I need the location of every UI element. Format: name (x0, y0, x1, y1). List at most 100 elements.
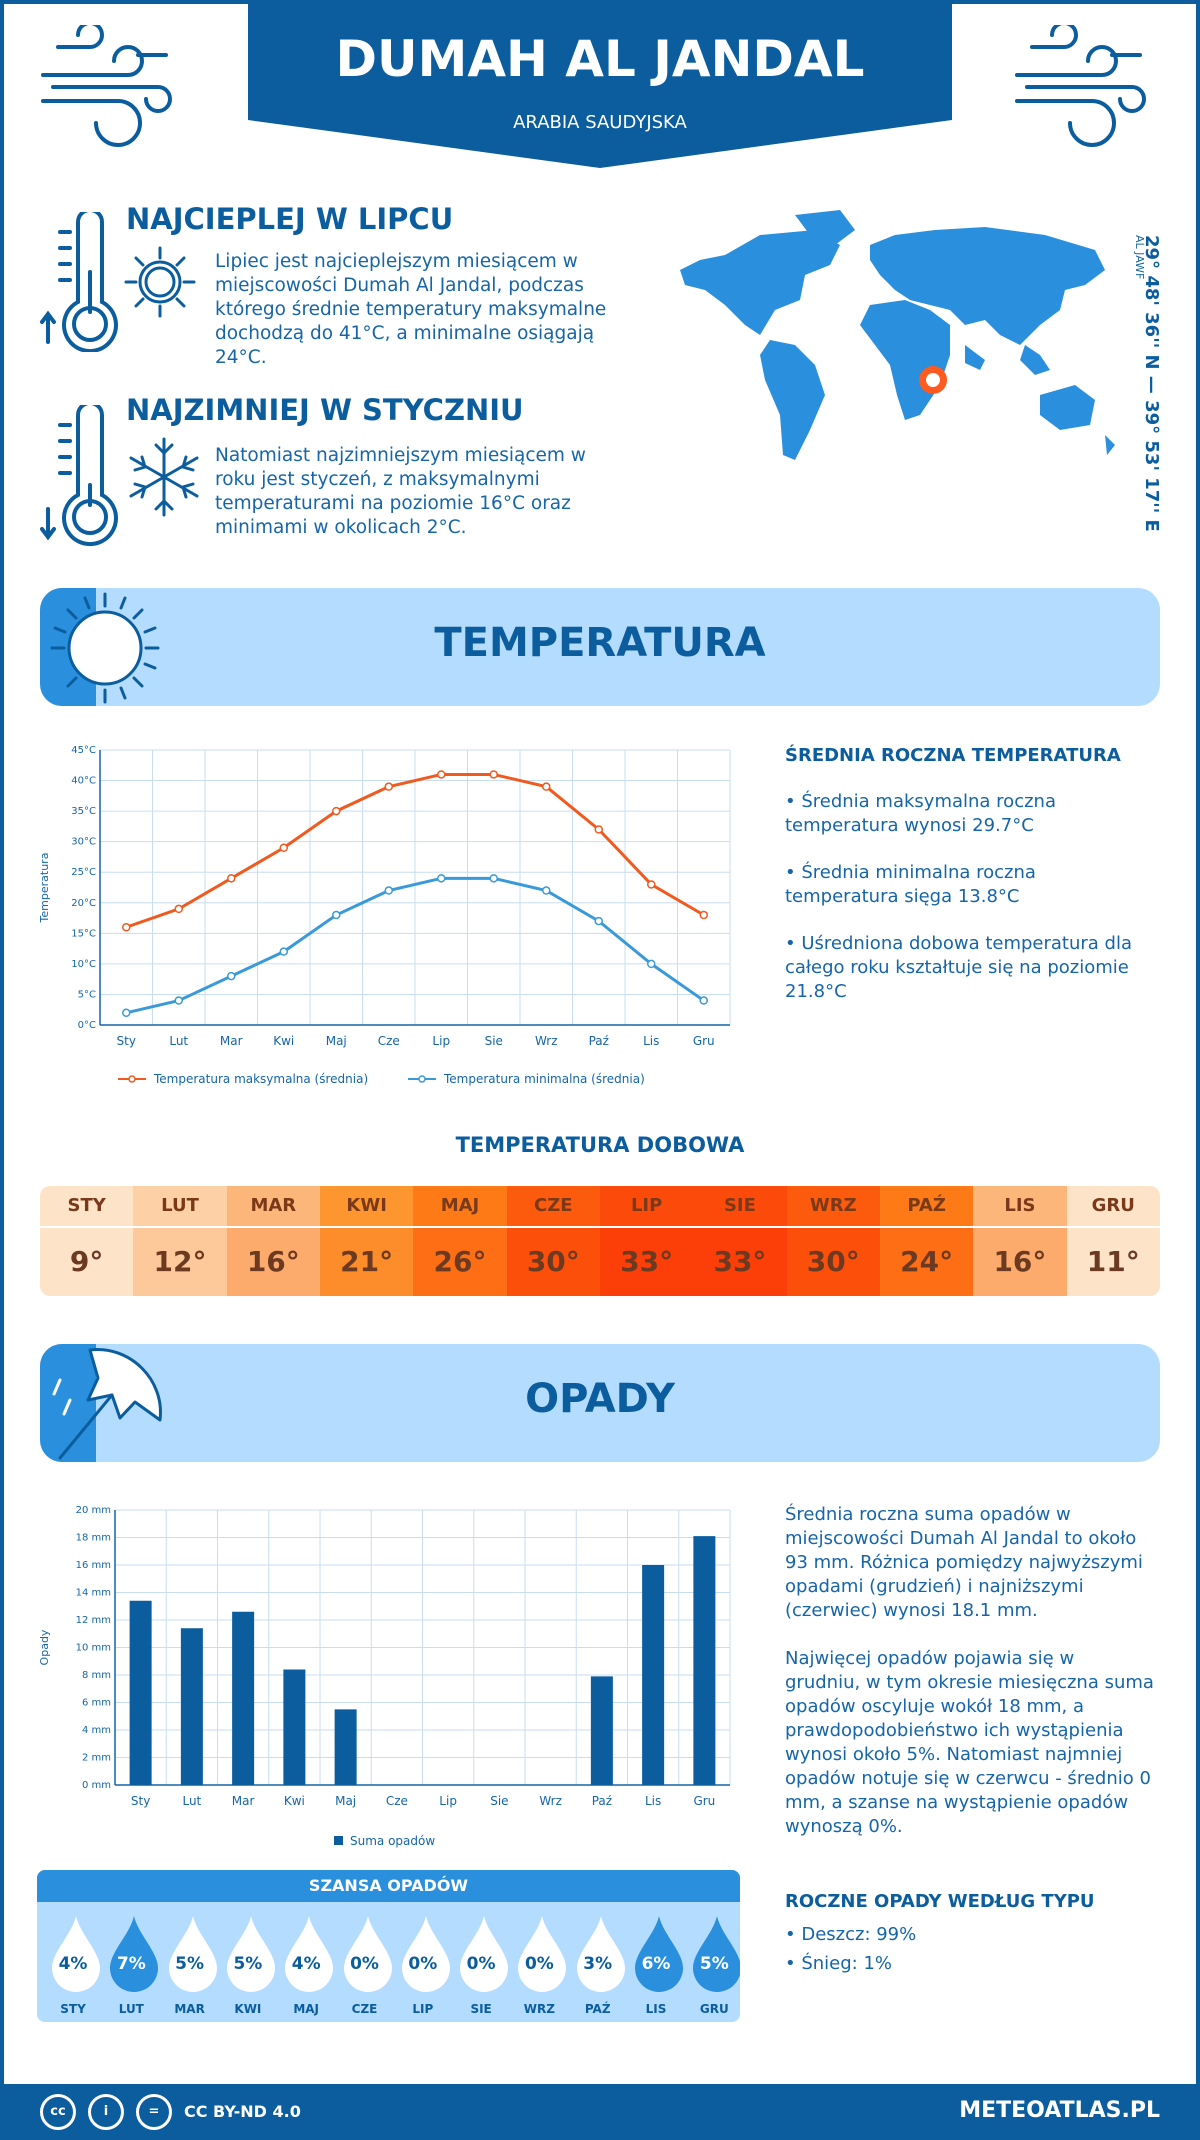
precipitation-chance-month: LIS (645, 2002, 667, 2016)
data-point (699, 910, 708, 920)
daily-temperature-table: STY 9° LUT 12° MAR 16° KWI 21° MAJ 26° CZE 30° LIP 33… (40, 1186, 1160, 1296)
x-tick-label: Gru (693, 1794, 715, 1808)
daily-temperature-cell: MAJ 26° (413, 1186, 507, 1296)
precipitation-chance-value: 4% (58, 1954, 88, 1974)
daily-temperature-value: 30° (506, 1228, 600, 1296)
raindrop-icon (693, 1916, 740, 1992)
daily-month-label: LUT (133, 1186, 227, 1226)
precipitation-chance-drop: 5% MAR (164, 1914, 222, 2016)
precipitation-bar (334, 1709, 357, 1785)
precipitation-bar (693, 1536, 716, 1785)
data-point (384, 782, 393, 791)
data-point (489, 770, 498, 779)
divider (786, 1226, 880, 1228)
thermometer-cold-icon (40, 405, 199, 546)
divider (1066, 1226, 1160, 1228)
data-point (489, 874, 498, 883)
data-point (227, 874, 236, 883)
precipitation-chance-month: STY (60, 2002, 86, 2016)
temperature-grid: 0°C 5°C 10°C 15°C 20°C 25°C 30°C 35°C 40°C 45°C St… (38, 745, 731, 1048)
x-tick-label: Lip (432, 1034, 450, 1048)
precipitation-chance-month: LIP (412, 2002, 434, 2016)
precipitation-chance-drop: 7% LUT (105, 1914, 163, 2016)
precipitation-chance-drop: 0% CZE (339, 1914, 397, 2016)
umbrella-rain-icon (52, 1348, 162, 1460)
precipitation-chart: 0 mm 2 mm 4 mm 6 mm 8 mm 10 mm 12 mm 14 mm 16 mm… (38, 1505, 731, 1848)
daily-month-label: WRZ (786, 1186, 880, 1226)
daily-month-label: MAR (226, 1186, 320, 1226)
y-tick-label: 20°C (71, 898, 96, 909)
x-tick-label: Lut (182, 1794, 201, 1808)
x-tick-label: Mar (232, 1794, 255, 1808)
country-label: ARABIA SAUDYJSKA (513, 112, 687, 133)
x-tick-label: Kwi (284, 1794, 305, 1808)
precipitation-paragraph-1: Średnia roczna suma opadów w miejscowośc… (785, 1504, 1143, 1621)
y-tick-label: 10°C (71, 959, 96, 970)
legend-swatch (334, 1836, 343, 1845)
raindrop-icon (518, 1916, 567, 1992)
raindrop-icon (285, 1916, 334, 1992)
temperature-chart: 0°C 5°C 10°C 15°C 20°C 25°C 30°C 35°C 40°C 45°C St… (38, 745, 731, 1086)
raindrop-icon (401, 1916, 450, 1992)
daily-month-label: SIE (693, 1186, 787, 1226)
legend-label: Suma opadów (350, 1834, 435, 1848)
daily-month-label: GRU (1066, 1186, 1160, 1226)
raindrop-icon (52, 1916, 100, 1992)
series-line (125, 876, 705, 1015)
x-tick-label: Mar (220, 1034, 243, 1048)
x-tick-label: Lut (169, 1034, 188, 1048)
hottest-text: Lipiec jest najcieplejszym miesiącem w m… (215, 251, 607, 368)
daily-temperature-cell: SIE 33° (693, 1186, 787, 1296)
precipitation-chance-drop: 5% KWI (222, 1914, 280, 2016)
data-point (384, 886, 393, 895)
y-tick-label: 35°C (71, 806, 96, 817)
divider (40, 1226, 134, 1228)
y-tick-label: 14 mm (76, 1588, 111, 1599)
data-point (174, 904, 183, 914)
y-tick-label: 4 mm (82, 1725, 111, 1736)
sun-icon (50, 592, 160, 704)
y-tick-label: 40°C (71, 776, 96, 787)
attribution-icon: i (88, 2094, 124, 2130)
data-point (332, 806, 341, 816)
precipitation-chance-value: 0% (524, 1954, 554, 1974)
x-tick-label: Lis (643, 1034, 659, 1048)
precipitation-chance-drop: 0% SIE (455, 1914, 513, 2016)
precipitation-chance-title: SZANSA OPADÓW (37, 1870, 740, 1902)
y-axis-label: Opady (38, 1629, 51, 1665)
y-tick-label: 25°C (71, 867, 96, 878)
divider (413, 1226, 507, 1228)
precipitation-chance-value: 0% (408, 1954, 438, 1974)
precipitation-chance-month: CZE (351, 2002, 378, 2016)
precipitation-chance-drop: 4% MAJ (280, 1914, 338, 2016)
thermometer-hot-icon (40, 212, 196, 352)
precipitation-chance-drop: 0% WRZ (513, 1914, 571, 2016)
legend-marker (418, 1075, 426, 1083)
y-tick-label: 45°C (71, 745, 96, 756)
daily-month-label: STY (40, 1186, 134, 1226)
precipitation-chance-panel: SZANSA OPADÓW 4% STY 7% LUT 5% MAR 5% KWI 4% MAJ 0… (37, 1870, 740, 2022)
daily-temperature-value: 9° (40, 1228, 134, 1296)
x-tick-label: Paź (589, 1034, 609, 1048)
precipitation-chance-value: 7% (116, 1954, 146, 1974)
y-tick-label: 2 mm (82, 1753, 111, 1764)
hottest-title: NAJCIEPLEJ W LIPCU (126, 202, 454, 236)
precipitation-grid: 0 mm 2 mm 4 mm 6 mm 8 mm 10 mm 12 mm 14 mm 16 mm… (38, 1505, 731, 1808)
precipitation-paragraph-2: Najwięcej opadów pojawia się w grudniu, … (785, 1648, 1154, 1837)
daily-temperature-cell: LUT 12° (133, 1186, 227, 1296)
data-point (174, 996, 183, 1005)
footer: cc i = CC BY-ND 4.0 METEOATLAS.PL (0, 2084, 1200, 2140)
y-axis-label: Temperatura (38, 853, 51, 924)
precipitation-chance-month: PAŹ (584, 2002, 611, 2016)
precipitation-bar (129, 1600, 152, 1785)
daily-temperature-cell: KWI 21° (319, 1186, 414, 1296)
y-tick-label: 8 mm (82, 1670, 111, 1681)
data-point (437, 874, 446, 883)
precipitation-chance-month: SIE (470, 2002, 492, 2016)
x-tick-label: Sie (490, 1794, 508, 1808)
site-link[interactable]: METEOATLAS.PL (959, 2098, 1160, 2123)
precipitation-bar (642, 1565, 665, 1785)
daily-temperature-cell: CZE 30° (506, 1186, 600, 1296)
daily-temperature-value: 24° (879, 1228, 974, 1296)
data-point (437, 770, 446, 779)
